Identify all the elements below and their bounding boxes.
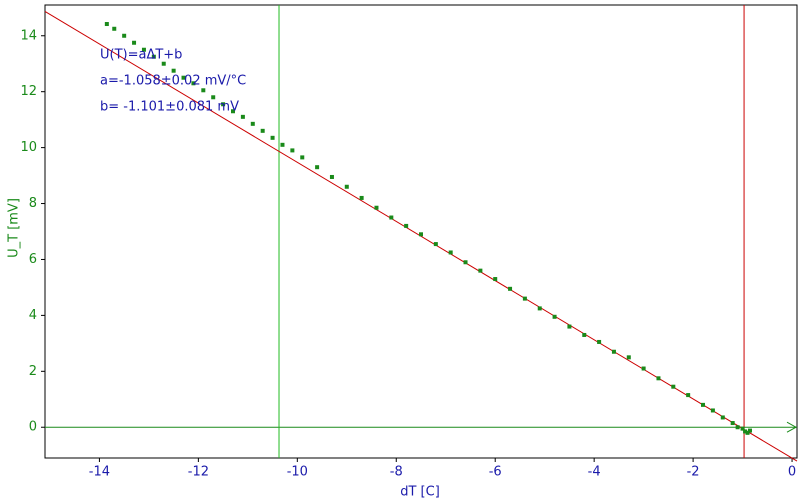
x-tick-label: -6 xyxy=(489,465,502,480)
data-point xyxy=(743,429,748,434)
data-point xyxy=(181,75,186,80)
data-point xyxy=(211,95,216,100)
data-point xyxy=(448,250,453,255)
x-axis-label: dT [C] xyxy=(400,485,440,500)
data-point xyxy=(374,205,379,210)
data-point xyxy=(270,135,275,140)
data-point xyxy=(611,349,616,354)
x-tick-label: -2 xyxy=(687,465,700,480)
data-point xyxy=(508,286,513,291)
data-point xyxy=(597,339,602,344)
data-point xyxy=(171,68,176,73)
data-point xyxy=(112,26,117,31)
data-point xyxy=(389,215,394,220)
annotation: b= -1.101±0.081 mV xyxy=(100,100,239,115)
data-point xyxy=(478,268,483,273)
plot-area xyxy=(44,4,798,459)
annotation: a=-1.058±0.02 mV/°C xyxy=(100,74,246,89)
data-point xyxy=(300,155,305,160)
data-point xyxy=(735,425,740,430)
data-point xyxy=(141,47,146,52)
data-point xyxy=(104,22,109,27)
x-tick-label: -4 xyxy=(588,465,601,480)
x-tick-label: -8 xyxy=(390,465,403,480)
data-point xyxy=(433,242,438,247)
data-point xyxy=(419,232,423,237)
data-point xyxy=(701,402,705,407)
y-axis-label: U_T [mV] xyxy=(7,198,22,258)
data-point xyxy=(656,376,661,381)
data-point xyxy=(641,366,646,371)
y-tick-label: 0 xyxy=(29,420,37,435)
x-tick-label: -10 xyxy=(287,465,308,480)
y-tick-label: 6 xyxy=(29,252,37,267)
data-point xyxy=(537,306,542,311)
data-point xyxy=(161,61,166,66)
data-point xyxy=(290,148,295,153)
x-tick-label: -14 xyxy=(89,465,110,480)
data-point xyxy=(191,81,196,86)
data-point xyxy=(748,428,752,433)
zero-axis-arrow xyxy=(786,421,798,433)
data-point xyxy=(493,277,498,282)
data-point xyxy=(740,426,745,431)
data-point xyxy=(231,109,235,114)
data-point xyxy=(671,384,676,389)
y-tick-label: 8 xyxy=(29,196,37,211)
data-point xyxy=(151,54,156,59)
data-point xyxy=(730,421,735,426)
y-tick-label: 4 xyxy=(29,308,37,323)
x-tick-label: -12 xyxy=(188,465,209,480)
data-point xyxy=(344,184,349,189)
data-point xyxy=(686,393,691,398)
data-point xyxy=(745,430,750,435)
data-point xyxy=(260,128,265,133)
data-point xyxy=(626,355,631,360)
data-point xyxy=(359,195,364,200)
data-point xyxy=(280,142,285,147)
data-point xyxy=(315,165,320,170)
data-point xyxy=(720,415,725,420)
data-point xyxy=(552,314,557,319)
data-point xyxy=(132,40,137,45)
y-tick-label: 10 xyxy=(20,140,37,155)
data-point xyxy=(463,260,468,265)
data-point xyxy=(567,324,572,329)
data-point xyxy=(710,408,715,413)
y-tick-label: 12 xyxy=(20,84,37,99)
data-point xyxy=(329,174,334,179)
data-point xyxy=(522,296,527,301)
data-point xyxy=(582,332,587,337)
data-point xyxy=(221,102,226,107)
data-point xyxy=(201,88,206,93)
annotation: U(T)=aΔT+b xyxy=(100,48,182,63)
data-point xyxy=(404,223,409,228)
y-tick-label: 2 xyxy=(29,364,37,379)
data-point xyxy=(250,121,255,126)
x-tick-label: 0 xyxy=(788,465,796,480)
data-point xyxy=(122,33,127,38)
data-point xyxy=(240,114,245,119)
y-tick-label: 14 xyxy=(20,28,37,43)
